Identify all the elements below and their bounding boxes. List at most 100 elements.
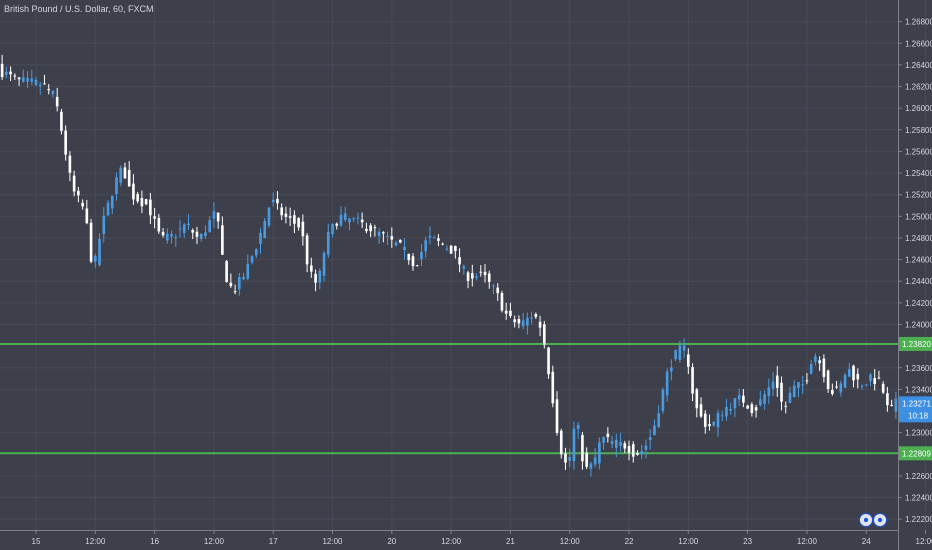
candle-body [847, 369, 851, 377]
candle-body [521, 320, 525, 327]
candle-body [174, 237, 178, 239]
candle-body [487, 273, 491, 282]
price-tick-label: 1.23400 [905, 385, 932, 394]
candle-body [458, 257, 461, 265]
candle-body [670, 367, 673, 372]
candle-body [678, 345, 682, 361]
candle-body [771, 381, 775, 389]
candle-body [191, 229, 195, 233]
candle-body [382, 232, 385, 234]
candle-body [610, 441, 614, 444]
price-tick-label: 1.23600 [905, 364, 932, 373]
time-tick-label: 20 [387, 537, 396, 546]
candle-body [593, 457, 597, 465]
candle-body [432, 237, 436, 239]
time-tick-label: 12:00 [322, 537, 343, 546]
price-tick-label: 1.24200 [905, 299, 932, 308]
candle-body [534, 314, 538, 317]
candle-body [161, 231, 165, 236]
candle-body [132, 183, 135, 200]
candle-body [242, 276, 245, 280]
candle-body [0, 63, 4, 78]
candle-body [606, 433, 610, 438]
candle-body [720, 415, 724, 417]
candle-body [729, 409, 732, 411]
candle-body [314, 273, 317, 283]
price-tick-label: 1.25600 [905, 147, 932, 156]
candle-body [530, 317, 533, 319]
candle-body [373, 227, 377, 229]
candle-body [801, 384, 805, 386]
candle-body [310, 265, 313, 272]
candle-body [89, 222, 93, 262]
candle-body [559, 430, 563, 455]
candle-body [564, 453, 567, 463]
candle-body [284, 213, 288, 217]
candle-body [335, 223, 339, 226]
candle-body [814, 356, 817, 362]
time-tick-label: 12:00 [560, 537, 581, 546]
time-tick-label: 12:00 [797, 537, 818, 546]
candle-body [644, 445, 648, 450]
candle-body [746, 405, 749, 409]
price-tick-label: 1.24400 [905, 277, 932, 286]
candle-body [708, 424, 711, 427]
candle-body [55, 96, 59, 107]
time-tick-label: 24 [862, 537, 871, 546]
candle-body [5, 71, 8, 75]
candle-body [623, 443, 627, 449]
candle-body [377, 231, 381, 237]
candle-body [127, 169, 131, 187]
candle-body [648, 437, 652, 441]
candle-body [293, 215, 296, 224]
time-axis: 15 12:00 16 12:00 17 12:00 20 12:00 21 12:00 22 12:… [32, 530, 932, 546]
time-tick-label: 21 [506, 537, 515, 546]
price-tick-label: 1.25400 [905, 169, 932, 178]
candle-body [445, 248, 449, 250]
candle-body [737, 395, 741, 400]
candle-body [343, 213, 347, 221]
candle-body [805, 380, 809, 382]
candle-body [68, 155, 72, 173]
candle-body [229, 282, 233, 287]
candle-body [712, 421, 716, 426]
candle-body [894, 398, 898, 412]
candle-body [479, 271, 483, 273]
candle-body [398, 239, 402, 243]
candle-body [123, 167, 127, 179]
price-tick-label: 1.24600 [905, 256, 932, 265]
candle-body [238, 276, 241, 290]
candle-body [339, 214, 343, 226]
price-tick-label: 1.25800 [905, 126, 932, 135]
candle-body [873, 378, 877, 384]
candle-body [843, 374, 847, 388]
candle-body [619, 441, 622, 446]
candle-body [225, 261, 228, 282]
time-tick-label: 12:00 [916, 537, 932, 546]
price-tick-label: 1.26200 [905, 83, 932, 92]
candle-body [809, 364, 813, 374]
candle-body [763, 394, 766, 404]
candle-body [390, 236, 394, 240]
candle-body [852, 365, 855, 381]
candle-body [687, 354, 690, 367]
candle-body [43, 83, 46, 85]
candle-body [170, 233, 173, 237]
candle-body [742, 395, 745, 403]
candle-body [542, 324, 546, 345]
candle-body [581, 434, 584, 462]
candle-body [636, 452, 639, 455]
time-tick-label: 16 [150, 537, 159, 546]
candlesticks [0, 54, 898, 477]
candle-body [441, 243, 444, 245]
candle-body [360, 219, 364, 223]
candle-body [470, 273, 474, 279]
candle-body [538, 321, 542, 328]
candle-body [665, 371, 669, 396]
candle-body [98, 238, 101, 266]
candle-body [386, 235, 389, 237]
candle-body [13, 75, 17, 77]
candle-body [136, 194, 139, 202]
candle-body [725, 407, 728, 417]
